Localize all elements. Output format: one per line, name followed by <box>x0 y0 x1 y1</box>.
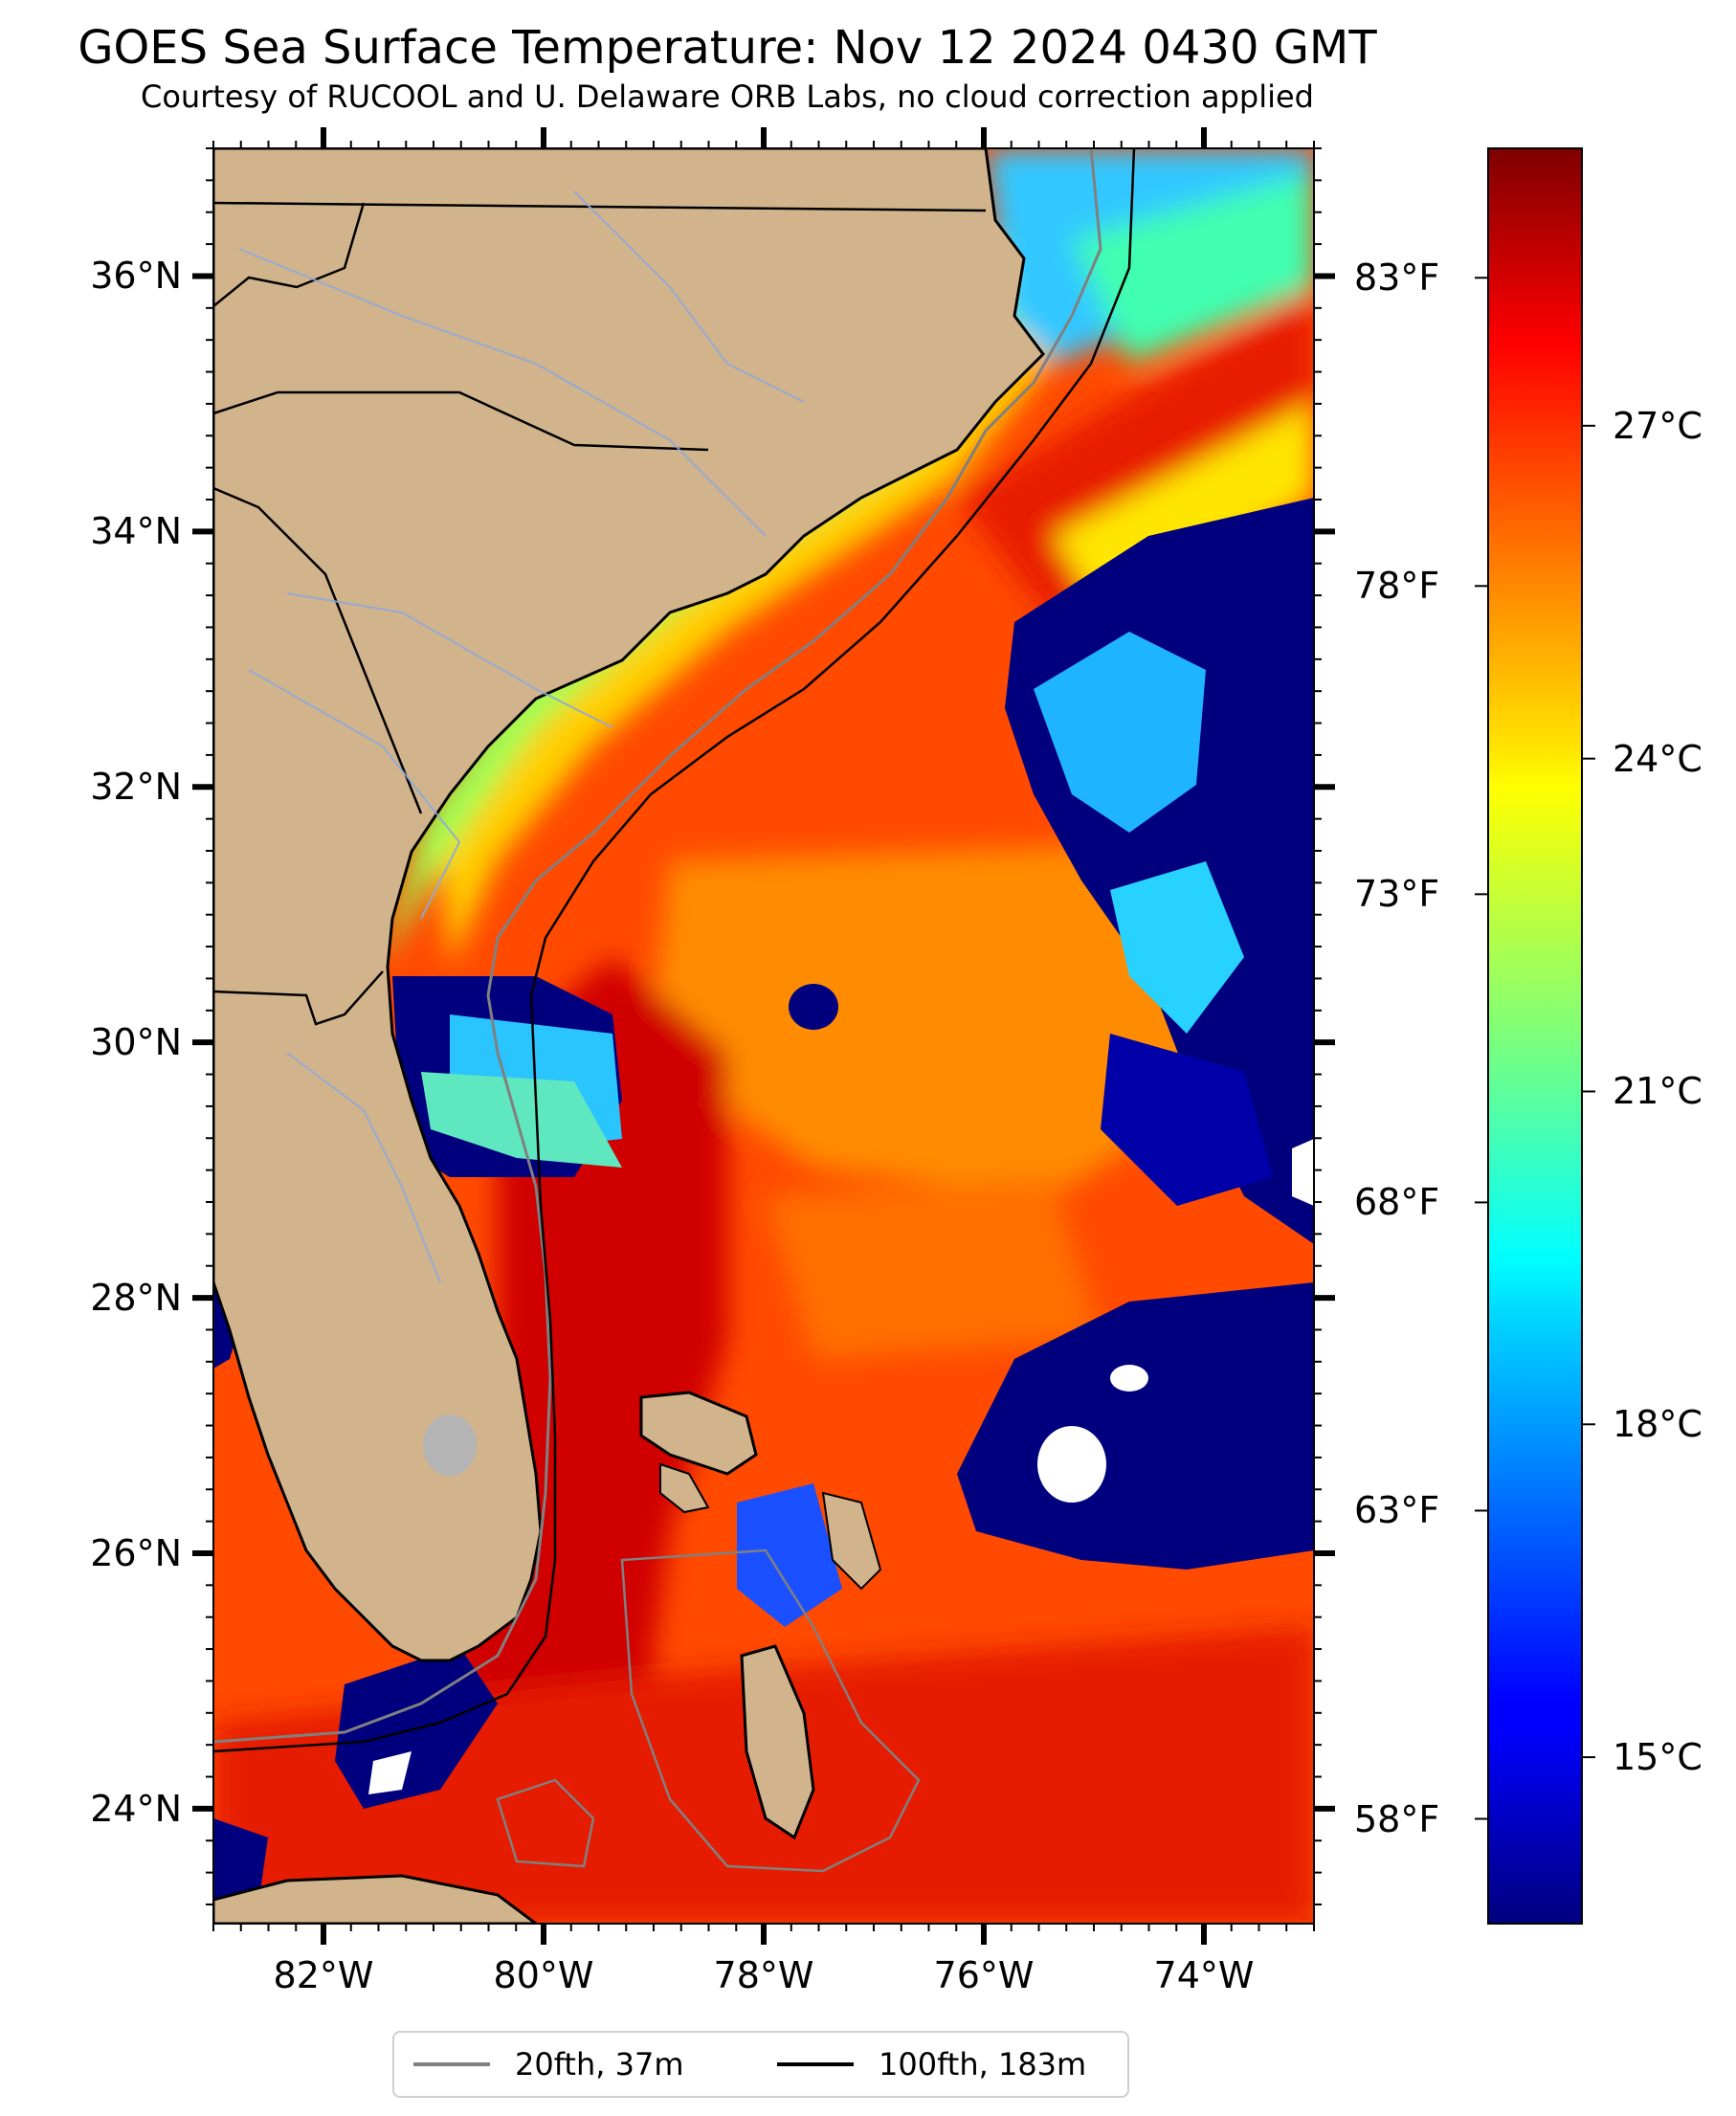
legend-line-100fth <box>777 2062 854 2066</box>
isobath-20fth-bahamas <box>620 1548 921 1873</box>
lat-tick-label: 36°N <box>90 255 182 298</box>
legend-line-20fth <box>413 2062 490 2066</box>
cloud-cold-bahamas <box>737 1483 842 1627</box>
cloud-white-east-edge <box>1292 1139 1314 1206</box>
lake-okeechobee <box>423 1414 477 1476</box>
cloud-white-1 <box>1037 1426 1106 1503</box>
land-bahamas-abaco <box>639 1391 758 1476</box>
map-ticks <box>192 127 1335 1945</box>
land-bahamas-andros <box>740 1644 815 1840</box>
lat-tick-label: 26°N <box>90 1531 182 1574</box>
fahrenheit-tick-label: 58°F <box>1354 1797 1440 1840</box>
fahrenheit-tick-label: 73°F <box>1354 873 1440 916</box>
cloud-cyan-florida-east-2 <box>421 1072 622 1168</box>
celsius-tick-label: 27°C <box>1613 404 1703 447</box>
lat-tick-label: 34°N <box>90 510 182 553</box>
lat-tick-label: 30°N <box>90 1021 182 1064</box>
legend-label-100fth: 100fth, 183m <box>879 2046 1087 2083</box>
legend-label-20fth: 20fth, 37m <box>515 2046 684 2083</box>
cloud-cold-southeast <box>957 1282 1314 1570</box>
land-bahamas-grand <box>659 1462 710 1514</box>
cloud-cold-east-cyan <box>1034 632 1206 833</box>
sst-north-green <box>1072 172 1314 364</box>
celsius-tick-label: 24°C <box>1613 737 1703 780</box>
legend-item-100fth: 100fth, 183m <box>777 2033 1086 2096</box>
land-southeast-us <box>213 148 1045 1662</box>
isobath-20fth-cay <box>496 1778 595 1868</box>
fahrenheit-tick-label: 83°F <box>1354 256 1440 300</box>
lat-tick-label: 32°N <box>90 766 182 809</box>
lon-tick-label: 80°W <box>493 1954 594 1996</box>
isobath-20fth <box>213 148 1102 1744</box>
lon-tick-label: 78°W <box>713 1954 814 1996</box>
celsius-tick-label: 21°C <box>1613 1070 1703 1113</box>
fahrenheit-tick-label: 78°F <box>1354 565 1440 608</box>
lat-tick-label: 28°N <box>90 1277 182 1320</box>
cloud-white-keys <box>368 1751 412 1794</box>
state-borders <box>213 201 987 1026</box>
land-bahamas-eleuthera <box>821 1491 882 1591</box>
isobath-100fth <box>213 148 1136 1753</box>
cloud-cold-east-cyan-2 <box>1110 861 1244 1034</box>
sst-orange-eddy <box>651 842 1206 1196</box>
map-title: GOES Sea Surface Temperature: Nov 12 202… <box>78 21 1377 75</box>
map-subtitle: Courtesy of RUCOOL and U. Delaware ORB L… <box>141 78 1314 115</box>
cloud-cold-mid-east <box>1101 1034 1273 1206</box>
rivers <box>238 190 805 1283</box>
fahrenheit-tick-label: 63°F <box>1354 1489 1440 1532</box>
sst-ne-red <box>957 287 1314 622</box>
lat-tick-label: 24°N <box>90 1787 182 1830</box>
cloud-white-2 <box>1110 1365 1148 1392</box>
lon-tick-label: 82°W <box>273 1954 374 1996</box>
sst-orange-eddy-2 <box>766 1177 1101 1359</box>
legend-item-20fth: 20fth, 37m <box>413 2033 683 2096</box>
celsius-tick-label: 15°C <box>1613 1736 1703 1779</box>
lon-tick-label: 76°W <box>933 1954 1035 1996</box>
isobath-legend: 20fth, 37m 100fth, 183m <box>392 2031 1129 2098</box>
land-cuba <box>213 1874 539 1924</box>
fahrenheit-tick-label: 68°F <box>1354 1181 1440 1224</box>
celsius-tick-label: 18°C <box>1613 1403 1703 1446</box>
cloud-cold-eddy <box>789 984 838 1030</box>
lon-tick-label: 74°W <box>1153 1954 1255 1996</box>
